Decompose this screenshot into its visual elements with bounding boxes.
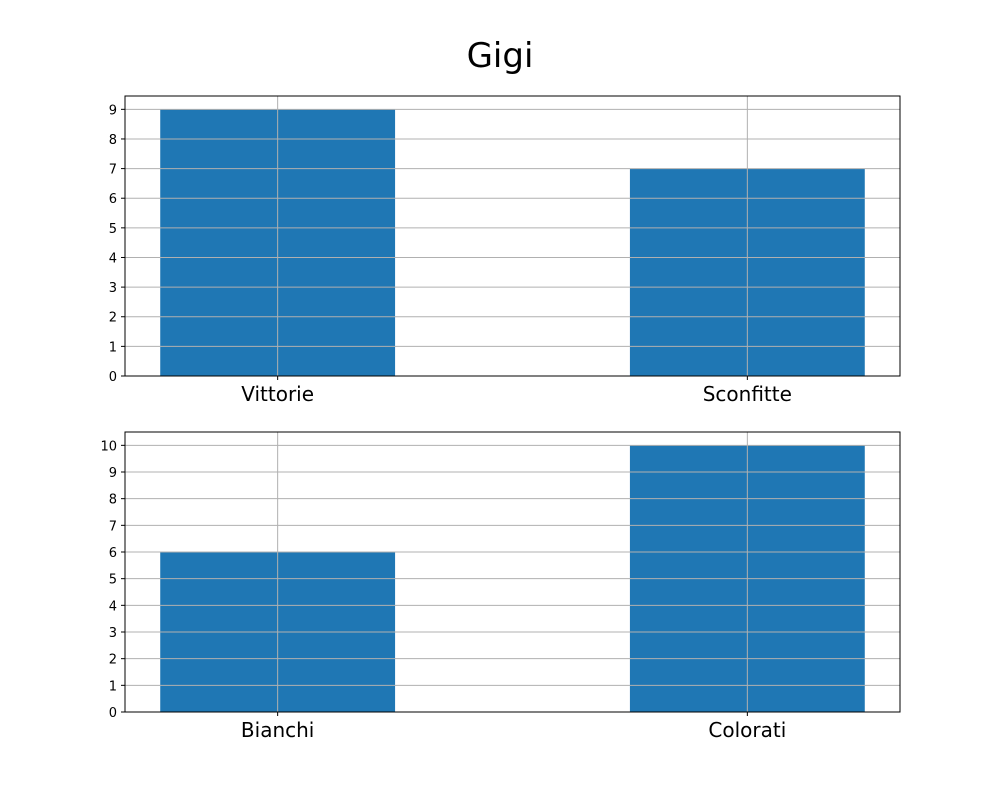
y-tick-label: 1 — [109, 340, 117, 355]
y-tick-label: 0 — [109, 370, 117, 385]
y-tick-label: 0 — [109, 706, 117, 721]
category-label: Colorati — [708, 718, 786, 742]
y-tick-label: 2 — [109, 311, 117, 326]
y-tick-label: 7 — [109, 519, 117, 534]
y-tick-label: 4 — [109, 251, 117, 266]
y-tick-label: 8 — [109, 493, 117, 508]
bottom-bar-chart: 0 1 2 3 4 5 6 7 8 9 10 Bianchi Colorati — [100, 431, 901, 742]
y-tick-label: 8 — [109, 133, 117, 148]
y-tick-label: 5 — [109, 222, 117, 237]
y-tick-label: 2 — [109, 653, 117, 668]
y-tick-label: 1 — [109, 679, 117, 694]
y-tick-label: 9 — [109, 103, 117, 118]
y-tick-label: 5 — [109, 573, 117, 588]
y-tick-label: 6 — [109, 546, 117, 561]
y-tick-label: 3 — [109, 281, 117, 296]
y-tick-label: 10 — [100, 439, 117, 454]
category-label: Bianchi — [241, 718, 314, 742]
axes-frame — [124, 431, 901, 713]
y-tick-label: 3 — [109, 626, 117, 641]
y-tick-label: 4 — [109, 599, 117, 614]
y-tick-label: 7 — [109, 163, 117, 178]
chart-title: Gigi — [467, 36, 534, 76]
y-tick-label: 6 — [109, 192, 117, 207]
y-tick-label: 9 — [109, 466, 117, 481]
category-label: Vittorie — [241, 382, 314, 406]
axes-frame — [124, 95, 901, 377]
top-bar-chart: 0 1 2 3 4 5 6 7 8 9 Vittorie Sconfitte — [109, 95, 901, 406]
category-label: Sconfitte — [703, 382, 792, 406]
